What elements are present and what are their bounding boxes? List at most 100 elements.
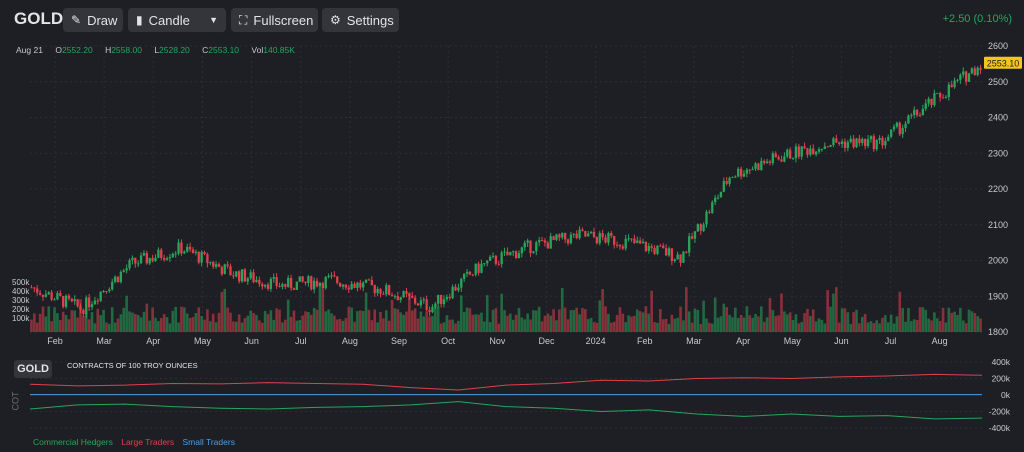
toolbar: GOLD ✎ Draw ▮ Candle ▼ ⛶ Fullscreen ⚙ Se… [0,0,1024,40]
volume-bar [234,321,238,332]
volume-bar [690,322,694,332]
candle-body [177,242,180,254]
candle-body [116,276,120,282]
volume-bar [754,313,757,332]
volume-bar [84,313,88,332]
volume-bar [829,306,832,332]
candle-body [399,297,402,301]
candle-body [56,292,59,300]
volume-bar [765,317,769,332]
candle-body [690,236,694,239]
candle-body [405,291,408,294]
candle-body [321,282,324,289]
candle-body [806,148,809,155]
volume-bar [526,313,529,332]
fullscreen-button[interactable]: ⛶ Fullscreen [231,8,318,32]
candle-body [298,276,301,282]
candle-body [261,283,264,287]
volume-bar [350,307,353,332]
cot-chart[interactable]: 400k 200k 0k -200k -400k [0,350,1024,435]
volume-bar [748,315,752,332]
volume-bar [710,323,714,332]
volume-bar [921,307,925,332]
volume-bar [633,315,636,332]
candle-body [601,233,604,238]
candle-body [180,242,183,254]
candle-body [53,299,56,301]
volume-bar [944,322,948,332]
candle-body [812,148,815,155]
volume-bar [858,323,861,332]
candle-body [411,295,414,298]
candle-body [754,163,757,169]
candle-body [188,246,192,250]
volume-bar [243,318,247,332]
volume-bar [852,312,855,332]
volume-bar [405,311,408,332]
volume-bar [555,320,558,332]
candle-body [941,97,945,99]
volume-bar [229,312,232,332]
candle-body [226,264,229,267]
candle-body [197,251,200,263]
volume-bar [157,321,160,332]
volume-bar [477,314,480,332]
candle-body [604,237,607,243]
candle-body [693,231,697,239]
candle-body [644,241,648,251]
candle-body [685,251,688,253]
candle-body [307,276,310,283]
volume-bar [454,323,457,332]
candle-body [41,294,45,297]
candle-body [858,138,861,144]
volume-bar [956,314,959,332]
chart-type-dropdown[interactable]: ▮ Candle ▼ [128,8,226,32]
candle-body [292,288,296,290]
volume-bar [162,314,166,332]
volume-bar [638,311,642,332]
draw-button[interactable]: ✎ Draw [63,8,123,32]
settings-button[interactable]: ⚙ Settings [322,8,399,32]
candle-body [30,287,33,289]
volume-bar [745,306,749,332]
volume-bar [171,310,175,332]
chevron-down-icon: ▼ [209,15,218,25]
volume-bar [803,313,806,332]
price-chart[interactable]: 1800 1900 2000 2100 2200 2300 2400 2500 2600 Feb M… [0,38,1024,348]
candle-body [659,245,662,247]
candle-body [258,279,261,284]
cot-y-tick-label: -200k [989,407,1011,417]
candle-body [186,246,189,252]
volume-bar [289,316,293,332]
close-value: 2553.10 [208,45,240,55]
volume-bar [509,313,512,332]
candle-body [333,275,336,277]
volume-bar [278,309,281,332]
candle-body [347,287,350,290]
volume-bar [122,307,126,332]
volume-bar [915,319,919,332]
volume-bar [410,310,414,332]
candle-body [713,197,717,203]
cot-y-tick-label: 0k [1001,390,1011,400]
volume-bar [780,293,783,332]
volume-bar [705,318,708,332]
candle-body [656,245,659,254]
candle-body [413,297,417,304]
volume-bar [855,309,858,332]
volume-bar [56,313,59,332]
candle-body [869,136,873,140]
volume-bar [67,319,71,332]
candle-body [538,240,541,243]
cot-symbol-tag[interactable]: GOLD [14,360,52,378]
candle-body [771,153,775,163]
cot-series-line [29,373,983,391]
volume-bar [131,312,134,332]
candle-body [263,284,267,287]
volume-bar [194,313,198,332]
candle-body [760,160,763,170]
candle-body [768,161,772,163]
volume-bar [615,315,619,332]
candle-body [382,293,385,295]
candle-body [794,146,798,159]
